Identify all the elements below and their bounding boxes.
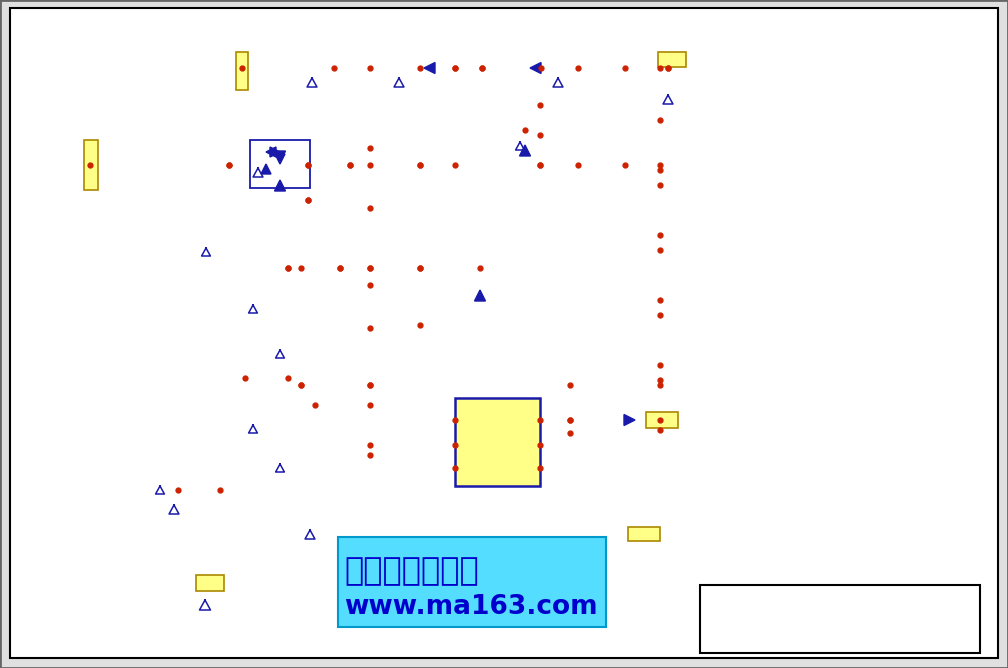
- Polygon shape: [530, 63, 541, 73]
- Bar: [338, 537, 606, 627]
- Polygon shape: [624, 415, 635, 426]
- Bar: [700, 585, 980, 653]
- Text: www.ma163.com: www.ma163.com: [344, 594, 598, 620]
- Polygon shape: [266, 147, 276, 157]
- Bar: [236, 52, 248, 90]
- Polygon shape: [261, 164, 271, 174]
- Bar: [658, 52, 686, 67]
- Text: +: +: [628, 105, 634, 111]
- Bar: [196, 575, 224, 591]
- Polygon shape: [519, 145, 530, 156]
- Text: +: +: [581, 105, 587, 111]
- Bar: [455, 398, 540, 486]
- Text: 电子技术资料网: 电子技术资料网: [344, 556, 479, 587]
- Polygon shape: [275, 154, 285, 164]
- Polygon shape: [270, 147, 280, 157]
- Bar: [84, 140, 98, 190]
- Polygon shape: [424, 63, 435, 73]
- Bar: [646, 412, 678, 428]
- Bar: [628, 527, 660, 541]
- Polygon shape: [274, 180, 285, 191]
- Polygon shape: [475, 290, 486, 301]
- Polygon shape: [274, 151, 285, 162]
- Bar: [250, 140, 310, 188]
